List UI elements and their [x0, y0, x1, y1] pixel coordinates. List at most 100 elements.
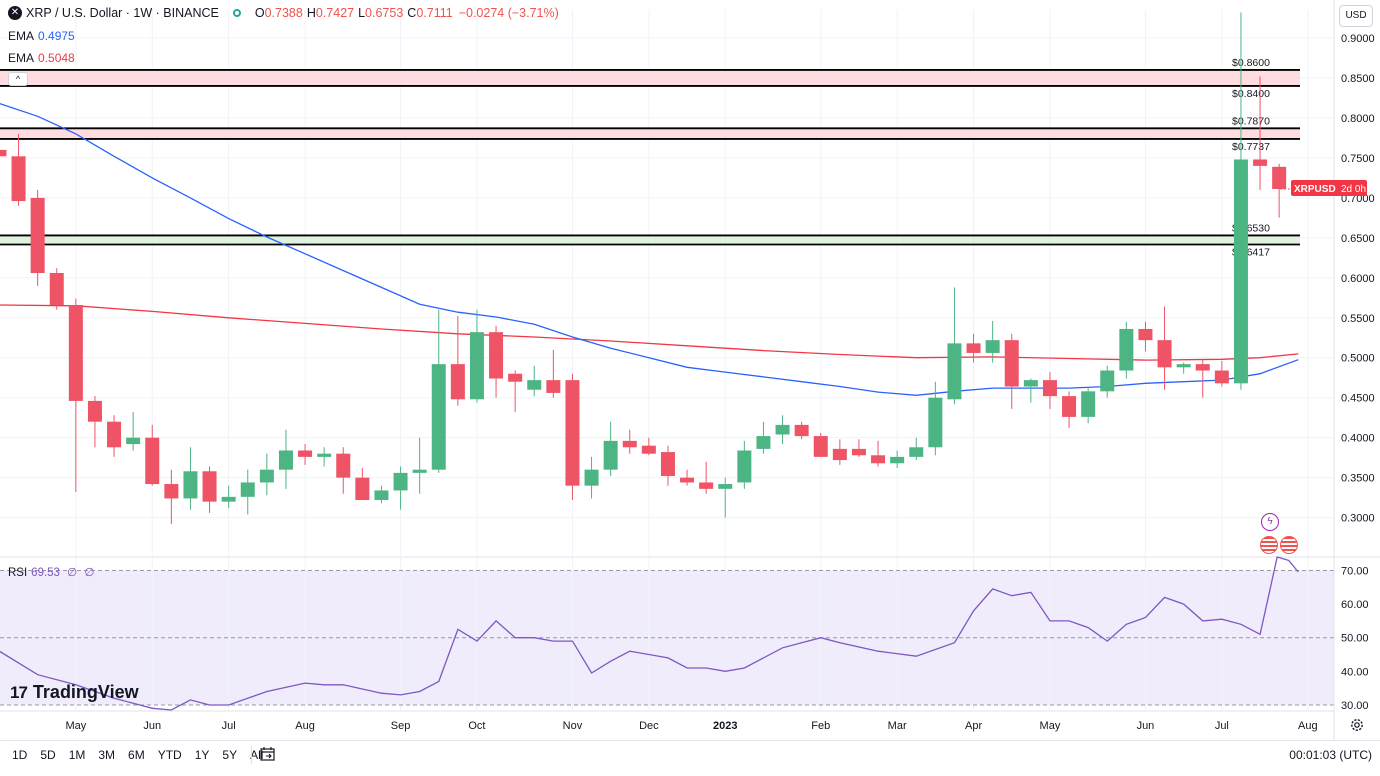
candle-up — [756, 436, 771, 449]
time-tick-label: Feb — [811, 720, 830, 732]
us-flag-icon[interactable] — [1260, 536, 1278, 554]
candle-up — [469, 332, 484, 400]
rsi-value: 69.53 — [31, 567, 60, 579]
range-1y[interactable]: 1Y — [194, 748, 210, 762]
zone-top-label: $0.8600 — [1232, 57, 1270, 69]
ohlc-low-value: 0.6753 — [365, 6, 404, 20]
candle-down — [565, 380, 580, 486]
range-6m[interactable]: 6M — [128, 748, 145, 762]
ema-slow-legend[interactable]: EMA 0.5048 — [8, 51, 75, 65]
price-tick-label: 0.4000 — [1341, 433, 1375, 445]
time-tick-label: Aug — [295, 720, 315, 732]
gear-icon[interactable] — [1350, 718, 1364, 732]
ohlc-open-label: O — [254, 6, 265, 20]
tradingview-wordmark: TradingView — [32, 682, 139, 702]
tradingview-logo[interactable]: 17 TradingView — [10, 682, 139, 703]
symbol-title[interactable]: XRP / U.S. Dollar · 1W · BINANCE — [26, 6, 219, 20]
candle-down — [1214, 370, 1229, 384]
candle-down — [832, 448, 847, 461]
rsi-extra-1: ∅ — [67, 567, 78, 579]
toolbar-divider — [251, 746, 252, 764]
candle-down — [202, 471, 217, 502]
candle-down — [68, 304, 83, 401]
candle-up — [527, 380, 542, 390]
candle-up — [1176, 364, 1191, 368]
close-icon[interactable]: ✕ — [8, 6, 22, 20]
candle-down — [851, 448, 866, 456]
lightning-icon[interactable]: ϟ — [1261, 513, 1279, 531]
last-price-symbol: XRPUSD — [1294, 184, 1336, 195]
ohlc-change: −0.0274 (−3.71%) — [458, 6, 559, 20]
rsi-tick-label: 70.00 — [1341, 565, 1369, 577]
us-flag-icon[interactable] — [1280, 536, 1298, 554]
ohlc-high-label: H — [306, 6, 316, 20]
rsi-line — [0, 556, 1299, 711]
time-tick-label: Jun — [1137, 720, 1155, 732]
candle-down — [660, 452, 675, 477]
last-price-countdown: 2d 0h — [1341, 184, 1366, 195]
price-tick-label: 0.5500 — [1341, 313, 1375, 325]
time-tick-label: May — [65, 720, 86, 732]
last-price-tag — [1291, 179, 1367, 196]
range-1d[interactable]: 1D — [12, 748, 28, 762]
time-tick-label: Nov — [563, 720, 583, 732]
price-tick-label: 0.9000 — [1341, 33, 1375, 45]
ema-slow-line — [0, 304, 1299, 361]
candle-down — [1062, 396, 1077, 417]
candle-up — [1023, 380, 1038, 387]
candle-down — [11, 156, 26, 202]
candle-down — [813, 436, 828, 457]
time-tick-label: Sep — [391, 720, 411, 732]
price-tick-label: 0.3000 — [1341, 513, 1375, 525]
candle-down — [1004, 340, 1019, 387]
candle-down — [1157, 340, 1172, 368]
candle-down — [1138, 328, 1153, 341]
ohlc-high-value: 0.7427 — [315, 6, 355, 20]
range-all[interactable]: All — [250, 748, 264, 762]
candle-up — [278, 450, 293, 470]
candle-up — [374, 490, 389, 501]
utc-clock[interactable]: 00:01:03 (UTC) — [1289, 748, 1372, 762]
rsi-tick-label: 40.00 — [1341, 666, 1369, 678]
candle-down — [49, 273, 64, 305]
time-tick-label: Jul — [222, 720, 236, 732]
rsi-extra-2: ∅ — [84, 567, 95, 579]
price-tick-label: 0.6500 — [1341, 233, 1375, 245]
candle-up — [259, 469, 274, 483]
range-ytd[interactable]: YTD — [157, 748, 182, 762]
price-tick-label: 0.8500 — [1341, 73, 1375, 85]
candle-down — [508, 373, 523, 382]
candle-down — [1042, 380, 1057, 397]
collapse-legend-button[interactable]: ^ — [8, 72, 28, 86]
range-1m[interactable]: 1M — [68, 748, 86, 762]
ema-fast-label: EMA — [8, 29, 35, 43]
candle-up — [928, 397, 943, 448]
candle-up — [909, 447, 924, 457]
range-5y[interactable]: 5Y — [222, 748, 238, 762]
ema-fast-line — [0, 103, 1299, 396]
candle-down — [489, 332, 504, 379]
candle-up — [947, 343, 962, 400]
calendar-icon[interactable] — [260, 747, 276, 761]
rsi-legend[interactable]: RSI 69.53 ∅ ∅ — [8, 565, 94, 579]
resistance-zone-fill — [0, 128, 1300, 139]
candle-down — [107, 421, 122, 448]
price-tick-label: 0.5000 — [1341, 353, 1375, 365]
zone-bottom-label: $0.8400 — [1232, 88, 1270, 100]
price-tick-label: 0.7500 — [1341, 153, 1375, 165]
candle-down — [164, 484, 179, 499]
candle-down — [1195, 364, 1210, 371]
candle-down — [794, 424, 809, 437]
range-5d[interactable]: 5D — [40, 748, 56, 762]
currency-button[interactable]: USD — [1339, 5, 1373, 27]
candle-down — [546, 380, 561, 393]
price-tick-label: 0.3500 — [1341, 473, 1375, 485]
candle-up — [775, 424, 790, 435]
range-3m[interactable]: 3M — [98, 748, 116, 762]
zone-top-label: $0.7870 — [1232, 115, 1270, 127]
ema-fast-legend[interactable]: EMA 0.4975 — [8, 29, 75, 43]
range-selector: 1D 5D 1M 3M 6M YTD 1Y 5Y All — [12, 748, 276, 762]
candle-down — [145, 437, 160, 485]
candle-up — [317, 453, 332, 457]
